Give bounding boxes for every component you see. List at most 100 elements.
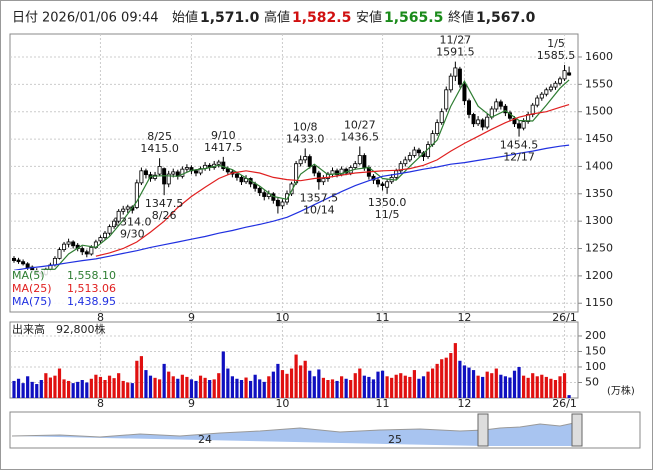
candle-body — [517, 123, 522, 129]
candle-body — [166, 173, 171, 185]
annotation-value: 1436.5 — [341, 130, 380, 143]
x-tick-label: 11 — [376, 311, 390, 324]
candle-body — [375, 179, 380, 185]
candle-body — [321, 178, 326, 183]
volume-bar — [185, 376, 189, 398]
volume-bar — [62, 379, 66, 398]
volume-bar — [117, 373, 121, 398]
candle-body — [184, 167, 189, 170]
legend-value: 1,513.06 — [67, 282, 116, 295]
annotation-value: 1314.0 — [113, 215, 152, 228]
volume-bar — [549, 378, 553, 398]
header-label: 始値 — [172, 10, 198, 26]
volume-bar — [139, 356, 143, 398]
candle-body — [558, 78, 563, 84]
volume-bar — [112, 378, 116, 398]
volume-label: 92,800株 — [56, 322, 106, 336]
ma-line — [13, 144, 570, 271]
volume-bar — [76, 381, 80, 398]
candle-body — [257, 187, 262, 194]
volume-bar — [85, 382, 89, 398]
header-label: 高値 — [264, 10, 290, 26]
navigator-handle[interactable] — [571, 413, 583, 447]
candle-body — [539, 93, 544, 99]
volume-bar — [417, 378, 421, 398]
volume-bar — [358, 368, 362, 398]
candle-body — [416, 149, 421, 154]
volume-bar — [235, 378, 239, 398]
volume-bar — [194, 380, 198, 398]
candle-body — [216, 161, 221, 165]
candle-body — [180, 168, 185, 177]
candle-body — [412, 149, 417, 156]
candle-body — [444, 89, 449, 110]
volume-bar — [522, 375, 526, 398]
volume-bar — [312, 376, 316, 398]
volume-bar — [107, 375, 112, 398]
volume-bar — [558, 376, 562, 398]
candle-body — [125, 206, 130, 210]
volume-bar — [226, 368, 230, 398]
annotation-value: 1347.5 — [145, 197, 184, 210]
header-value: 1,565.5 — [384, 10, 443, 26]
candle-body — [221, 161, 226, 170]
x-tick-label: 12 — [457, 311, 471, 324]
candle-body — [284, 193, 289, 203]
price-pane — [9, 33, 579, 313]
candle-body — [353, 163, 358, 168]
candle-body — [435, 122, 440, 134]
y-tick-label: 1500 — [585, 105, 613, 118]
candle-body — [303, 156, 308, 161]
candle-body — [530, 104, 535, 115]
candle-body — [66, 241, 71, 245]
navigator-line — [11, 422, 575, 438]
volume-bar — [426, 371, 430, 398]
volume-bar — [130, 383, 134, 398]
volume-bar — [458, 360, 462, 398]
navigator[interactable]: 24 25 — [9, 411, 641, 449]
candle-body — [157, 166, 162, 175]
volume-bar — [471, 370, 476, 398]
header-value: 1,582.5 — [292, 10, 351, 26]
ma-line — [41, 79, 570, 270]
volume-bar — [103, 380, 107, 398]
y-tick-label: 1550 — [585, 77, 613, 90]
volume-bar — [153, 377, 157, 398]
volume-bar — [221, 351, 225, 398]
candle-body — [471, 114, 476, 125]
volume-bar — [403, 375, 407, 398]
annotation-date: 8/25 — [147, 130, 172, 143]
candle-body — [335, 170, 340, 176]
volume-bar — [562, 373, 567, 398]
candle-body — [262, 192, 267, 197]
volume-bar — [553, 380, 558, 398]
volume-bar — [449, 353, 453, 398]
candle-body — [521, 121, 526, 129]
volume-bar — [144, 370, 148, 398]
candle-body — [312, 166, 317, 174]
volume-bar — [412, 370, 416, 398]
volume-bar — [167, 371, 171, 398]
navigator-handle[interactable] — [477, 413, 489, 447]
volume-bar — [176, 378, 180, 398]
volume-bar — [499, 374, 503, 398]
candle-body — [439, 111, 444, 124]
volume-bar — [198, 375, 203, 398]
candle-body — [544, 89, 549, 95]
y-tick-label: 1200 — [585, 269, 613, 282]
volume-bar — [244, 377, 248, 398]
annotation-value: 1591.5 — [436, 46, 475, 59]
annotation-date: 10/14 — [303, 204, 335, 217]
volume-bar — [53, 375, 57, 398]
volume-bar — [444, 357, 448, 398]
y-tick-label: 1150 — [585, 296, 613, 309]
volume-bar — [440, 359, 444, 398]
volume-bar — [376, 371, 380, 398]
volume-bar — [12, 380, 16, 398]
candle-body — [553, 82, 558, 88]
y-tick-label: 1300 — [585, 214, 613, 227]
volume-bar — [408, 376, 412, 398]
candle-body — [239, 176, 244, 183]
annotation-value: 1417.5 — [204, 141, 243, 154]
y-tick-label: 1450 — [585, 132, 613, 145]
